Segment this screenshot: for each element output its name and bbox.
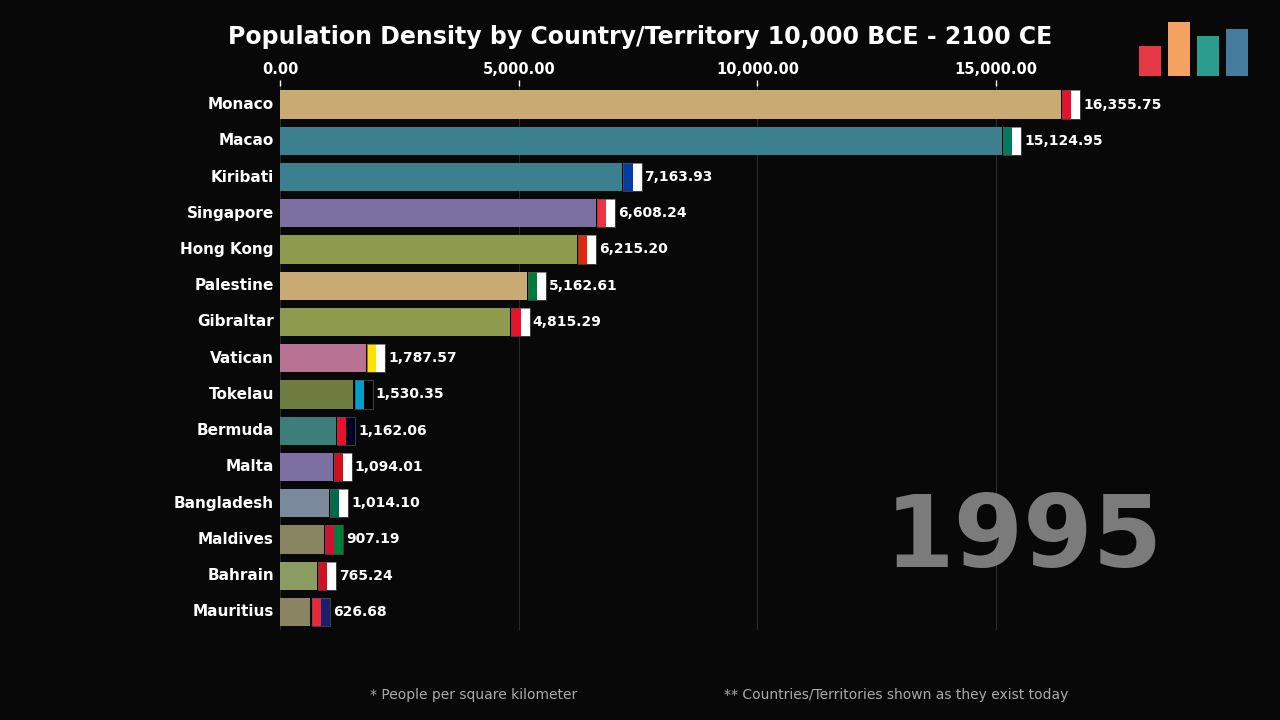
Text: Monaco: Monaco bbox=[207, 97, 274, 112]
Text: 7,163.93: 7,163.93 bbox=[644, 170, 713, 184]
Bar bbox=[280, 489, 329, 517]
Text: Malta: Malta bbox=[225, 459, 274, 474]
FancyBboxPatch shape bbox=[376, 344, 385, 372]
FancyBboxPatch shape bbox=[328, 562, 337, 590]
FancyBboxPatch shape bbox=[343, 453, 352, 481]
Bar bbox=[280, 344, 366, 372]
Bar bbox=[280, 380, 353, 408]
FancyBboxPatch shape bbox=[623, 163, 632, 191]
Text: Bahrain: Bahrain bbox=[207, 568, 274, 583]
Bar bbox=[1197, 36, 1219, 76]
FancyBboxPatch shape bbox=[596, 199, 605, 228]
FancyBboxPatch shape bbox=[529, 271, 538, 300]
Text: 5,162.61: 5,162.61 bbox=[549, 279, 618, 293]
Bar bbox=[280, 453, 333, 481]
FancyBboxPatch shape bbox=[319, 562, 328, 590]
FancyBboxPatch shape bbox=[1071, 91, 1080, 119]
Bar bbox=[1226, 29, 1248, 76]
FancyBboxPatch shape bbox=[632, 163, 641, 191]
Bar bbox=[1139, 46, 1161, 76]
Bar bbox=[280, 308, 509, 336]
Bar bbox=[280, 91, 1061, 119]
FancyBboxPatch shape bbox=[364, 380, 372, 408]
Bar bbox=[280, 235, 577, 264]
Bar bbox=[280, 271, 526, 300]
Text: 15,124.95: 15,124.95 bbox=[1024, 134, 1103, 148]
Text: Hong Kong: Hong Kong bbox=[180, 242, 274, 257]
Text: 1,094.01: 1,094.01 bbox=[355, 460, 424, 474]
Text: Gibraltar: Gibraltar bbox=[197, 315, 274, 330]
FancyBboxPatch shape bbox=[337, 417, 347, 445]
FancyBboxPatch shape bbox=[339, 489, 348, 517]
Text: 907.19: 907.19 bbox=[346, 532, 399, 546]
Bar bbox=[280, 526, 324, 554]
FancyBboxPatch shape bbox=[605, 199, 616, 228]
Bar bbox=[280, 163, 622, 191]
Text: Singapore: Singapore bbox=[187, 206, 274, 221]
Text: Vatican: Vatican bbox=[210, 351, 274, 366]
Text: 6,215.20: 6,215.20 bbox=[599, 243, 668, 256]
FancyBboxPatch shape bbox=[334, 453, 343, 481]
Bar bbox=[280, 199, 595, 228]
Text: Kiribati: Kiribati bbox=[211, 169, 274, 184]
Text: Palestine: Palestine bbox=[195, 278, 274, 293]
Bar bbox=[280, 127, 1002, 155]
Bar bbox=[280, 417, 335, 445]
Text: Macao: Macao bbox=[219, 133, 274, 148]
Text: 1,162.06: 1,162.06 bbox=[358, 423, 426, 438]
Bar bbox=[280, 598, 310, 626]
Text: 1,014.10: 1,014.10 bbox=[351, 496, 420, 510]
Text: Population Density by Country/Territory 10,000 BCE - 2100 CE: Population Density by Country/Territory … bbox=[228, 25, 1052, 49]
FancyBboxPatch shape bbox=[334, 526, 343, 554]
FancyBboxPatch shape bbox=[325, 526, 334, 554]
FancyBboxPatch shape bbox=[367, 344, 376, 372]
FancyBboxPatch shape bbox=[588, 235, 596, 264]
FancyBboxPatch shape bbox=[311, 598, 321, 626]
Text: 1,787.57: 1,787.57 bbox=[388, 351, 457, 365]
Text: 626.68: 626.68 bbox=[333, 605, 387, 619]
FancyBboxPatch shape bbox=[1004, 127, 1012, 155]
FancyBboxPatch shape bbox=[512, 308, 521, 336]
Text: * People per square kilometer: * People per square kilometer bbox=[370, 688, 577, 702]
FancyBboxPatch shape bbox=[521, 308, 530, 336]
Text: 1995: 1995 bbox=[884, 492, 1164, 588]
Text: Bangladesh: Bangladesh bbox=[174, 495, 274, 510]
Text: Maldives: Maldives bbox=[198, 532, 274, 547]
Text: 4,815.29: 4,815.29 bbox=[532, 315, 602, 329]
Text: 1,530.35: 1,530.35 bbox=[376, 387, 444, 402]
FancyBboxPatch shape bbox=[330, 489, 339, 517]
Text: 765.24: 765.24 bbox=[339, 569, 393, 582]
Bar bbox=[1169, 22, 1190, 76]
Text: Tokelau: Tokelau bbox=[209, 387, 274, 402]
Text: Mauritius: Mauritius bbox=[192, 604, 274, 619]
FancyBboxPatch shape bbox=[538, 271, 547, 300]
Text: ** Countries/Territories shown as they exist today: ** Countries/Territories shown as they e… bbox=[723, 688, 1069, 702]
Text: 16,355.75: 16,355.75 bbox=[1083, 97, 1161, 112]
Text: 6,608.24: 6,608.24 bbox=[618, 206, 686, 220]
FancyBboxPatch shape bbox=[1012, 127, 1021, 155]
FancyBboxPatch shape bbox=[347, 417, 356, 445]
FancyBboxPatch shape bbox=[579, 235, 588, 264]
Text: Bermuda: Bermuda bbox=[197, 423, 274, 438]
FancyBboxPatch shape bbox=[1062, 91, 1071, 119]
FancyBboxPatch shape bbox=[355, 380, 364, 408]
FancyBboxPatch shape bbox=[321, 598, 330, 626]
Bar bbox=[280, 562, 317, 590]
